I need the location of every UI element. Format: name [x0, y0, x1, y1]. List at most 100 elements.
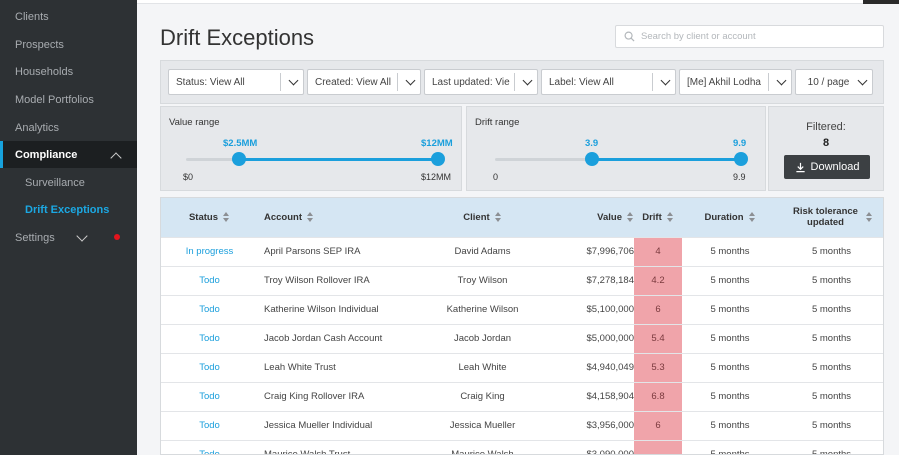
chevron-down-icon	[519, 70, 537, 94]
sort-icon	[865, 212, 873, 223]
sidebar-item-drift-exceptions[interactable]: Drift Exceptions	[0, 196, 137, 223]
created-filter-value: Created: View All	[315, 76, 391, 88]
value-range-low-handle[interactable]	[231, 152, 246, 166]
risk-updated-cell: 5 months	[811, 246, 852, 257]
risk-updated-cell: 5 months	[811, 449, 852, 455]
client-cell: Katherine Wilson	[446, 304, 519, 315]
notification-dot	[114, 234, 120, 240]
status-link[interactable]: Todo	[199, 275, 220, 286]
status-link[interactable]: Todo	[199, 449, 220, 455]
drift-range-low-handle[interactable]	[584, 152, 599, 166]
table-row[interactable]: Todo Jessica Mueller Individual Jessica Mu…	[161, 411, 883, 440]
sidebar-item-label: Prospects	[15, 38, 64, 51]
page-size-value: 10 / page	[807, 76, 850, 88]
owner-filter-select[interactable]: [Me] Akhil Lodha	[679, 69, 792, 95]
value-range-max-label: $12MM	[421, 172, 452, 182]
sidebar-item-label: Settings	[15, 231, 55, 244]
status-link[interactable]: Todo	[199, 420, 220, 431]
value-cell: $7,278,184	[586, 275, 634, 286]
column-label: Account	[264, 211, 302, 223]
value-range-high-label: $12MM	[421, 138, 453, 149]
sort-icon	[494, 212, 502, 223]
table-row[interactable]: Todo Jacob Jordan Cash Account Jacob Jorda…	[161, 324, 883, 353]
sidebar-item-surveillance[interactable]: Surveillance	[0, 169, 137, 196]
filtered-label: Filtered:	[806, 121, 846, 133]
chevron-down-icon	[285, 70, 303, 94]
value-cell: $3,090,000	[586, 449, 634, 455]
last-updated-filter-value: Last updated: Vie...	[432, 76, 510, 88]
filtered-summary: Filtered: 8 Download	[768, 106, 884, 191]
column-header-duration[interactable]: Duration	[682, 198, 778, 237]
drift-range-title: Drift range	[475, 117, 520, 128]
status-filter-select[interactable]: Status: View All	[168, 69, 304, 95]
drift-cell: 4.2	[634, 266, 682, 295]
duration-cell: 5 months	[710, 391, 750, 402]
download-label: Download	[810, 161, 860, 173]
chevron-down-icon	[773, 70, 791, 94]
value-range-min-label: $0	[183, 172, 194, 182]
risk-updated-cell: 5 months	[811, 420, 852, 431]
sidebar-item-compliance[interactable]: Compliance	[0, 141, 137, 168]
account-cell: Craig King Rollover IRA	[264, 391, 365, 402]
sidebar-item-households[interactable]: Households	[0, 58, 137, 85]
status-link[interactable]: Todo	[199, 333, 220, 344]
table-row[interactable]: In progress April Parsons SEP IRA David Ad…	[161, 237, 883, 266]
value-range-title: Value range	[169, 117, 220, 128]
value-cell: $7,996,706	[586, 246, 634, 257]
search-input[interactable]	[641, 31, 871, 42]
column-header-account[interactable]: Account	[258, 198, 419, 237]
column-header-client[interactable]: Client	[419, 198, 546, 237]
column-label: Status	[188, 211, 219, 223]
chevron-up-icon	[110, 152, 122, 164]
sidebar-item-prospects[interactable]: Prospects	[0, 31, 137, 58]
sidebar-item-label: Clients	[15, 10, 49, 23]
duration-cell: 5 months	[710, 449, 750, 455]
column-header-status[interactable]: Status	[161, 198, 258, 237]
status-link[interactable]: Todo	[199, 362, 220, 373]
label-filter-select[interactable]: Label: View All	[541, 69, 676, 95]
drift-range-min-label: 0	[493, 172, 499, 182]
risk-updated-cell: 5 months	[811, 304, 852, 315]
table-row[interactable]: Todo Katherine Wilson Individual Katherine…	[161, 295, 883, 324]
sidebar-item-analytics[interactable]: Analytics	[0, 114, 137, 141]
column-header-risk-tolerance[interactable]: Risk tolerance updated	[778, 198, 883, 237]
search-box[interactable]	[615, 25, 884, 48]
chevron-down-icon	[657, 70, 675, 94]
column-label: Duration	[704, 211, 744, 223]
drift-cell: 6	[634, 295, 682, 324]
download-button[interactable]: Download	[784, 155, 870, 179]
status-link[interactable]: Todo	[199, 391, 220, 402]
value-cell: $5,100,000	[586, 304, 634, 315]
duration-cell: 5 months	[710, 333, 750, 344]
status-link[interactable]: Todo	[199, 304, 220, 315]
client-cell: Maurice Walsh	[451, 449, 514, 455]
sort-icon	[307, 212, 314, 223]
table-row[interactable]: Todo Leah White Trust Leah White $4,940,049…	[161, 353, 883, 382]
table-row[interactable]: Todo Troy Wilson Rollover IRA Troy Wilson $…	[161, 266, 883, 295]
column-header-drift[interactable]: Drift	[634, 198, 682, 237]
status-link[interactable]: In progress	[185, 246, 234, 257]
client-cell: Troy Wilson	[457, 275, 508, 286]
column-header-value[interactable]: Value	[546, 198, 634, 237]
table-row[interactable]: Todo Maurice Walsh Trust Maurice Walsh $3,0…	[161, 440, 883, 455]
column-label: Value	[597, 211, 622, 223]
table-row[interactable]: Todo Craig King Rollover IRA Craig King $4,…	[161, 382, 883, 411]
account-cell: Katherine Wilson Individual	[264, 304, 379, 315]
drift-range-high-handle[interactable]	[734, 152, 748, 166]
drift-range-high-label: 9.9	[733, 138, 747, 149]
created-filter-select[interactable]: Created: View All	[307, 69, 421, 95]
drift-cell	[634, 440, 682, 454]
account-cell: April Parsons SEP IRA	[264, 246, 361, 257]
sidebar-item-model-portfolios[interactable]: Model Portfolios	[0, 86, 137, 113]
value-range-panel: Value range $2.5MM $12MM $0 $12MM	[160, 106, 462, 191]
sidebar-item-clients[interactable]: Clients	[0, 3, 137, 30]
column-label: Drift	[642, 211, 662, 223]
last-updated-filter-select[interactable]: Last updated: Vie...	[424, 69, 538, 95]
client-cell: Jessica Mueller	[449, 420, 516, 431]
sidebar-item-settings[interactable]: Settings	[0, 224, 137, 251]
top-bar	[137, 0, 899, 4]
client-cell: Craig King	[460, 391, 505, 402]
page-size-select[interactable]: 10 / page	[795, 69, 873, 95]
value-range-high-handle[interactable]	[431, 152, 445, 166]
duration-cell: 5 months	[710, 304, 750, 315]
